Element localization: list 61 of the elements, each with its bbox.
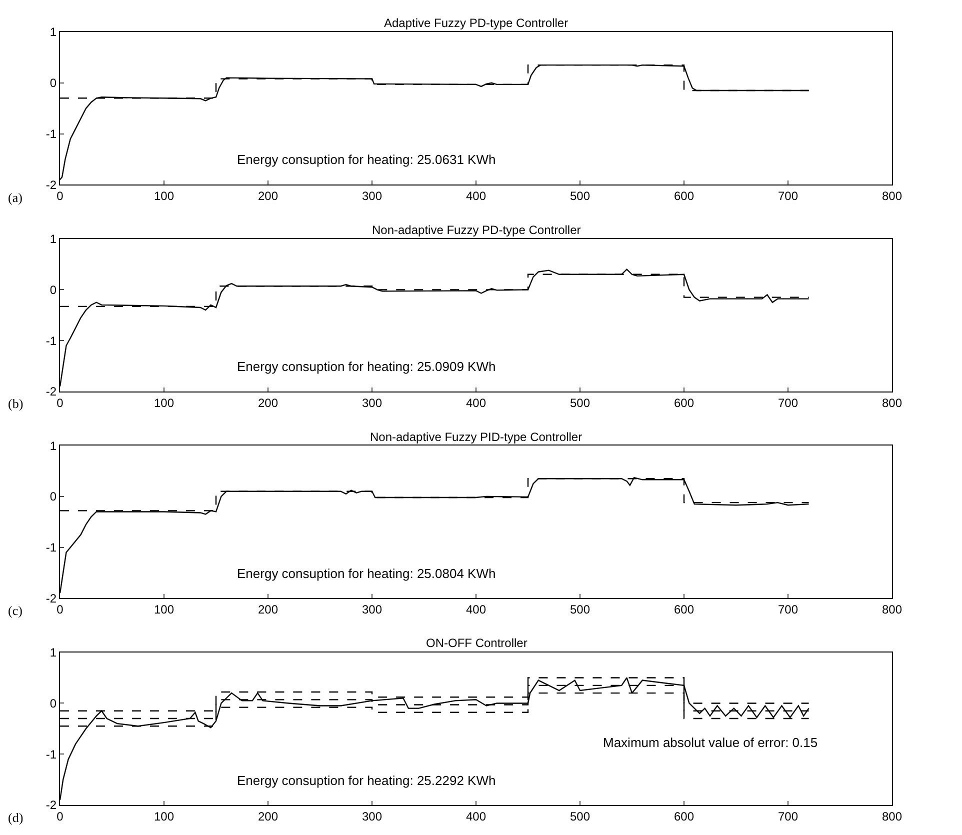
x-tick-label: 300 (362, 809, 382, 824)
x-tick-label: 700 (778, 189, 798, 204)
y-tick-label: -1 (46, 334, 57, 348)
y-tick-label: -2 (46, 798, 57, 812)
y-tick-label: -1 (46, 540, 57, 555)
annotation: Energy consuption for heating: 25.0631 KWh (237, 152, 496, 167)
x-tick-label: 700 (778, 396, 798, 410)
x-tick-label: 800 (882, 189, 902, 204)
y-tick-label: 1 (50, 25, 57, 40)
x-tick-label: 400 (466, 396, 486, 410)
x-tick-label: 700 (778, 602, 798, 617)
x-tick-label: 600 (674, 396, 694, 410)
y-tick-label: -1 (46, 126, 57, 141)
x-tick-label: 300 (362, 189, 382, 204)
text: (a) (8, 190, 22, 205)
y-tick-label: 1 (50, 646, 57, 660)
x-tick-label: 600 (674, 189, 694, 204)
y-tick-label: -2 (46, 591, 57, 606)
x-tick-label: 200 (258, 396, 278, 410)
chart-title: Non-adaptive Fuzzy PD-type Controller (372, 223, 581, 237)
x-tick-label: 100 (154, 189, 174, 204)
text: (c) (8, 603, 22, 618)
x-tick-label: 200 (258, 602, 278, 617)
x-tick-label: 600 (674, 809, 694, 824)
x-tick-label: 100 (154, 602, 174, 617)
x-tick-label: 500 (570, 809, 590, 824)
x-tick-label: 300 (362, 396, 382, 410)
x-tick-label: 600 (674, 602, 694, 617)
chart-title: ON-OFF Controller (426, 636, 528, 650)
text: (b) (8, 396, 24, 411)
annotation: Energy consuption for heating: 25.2292 KWh (237, 773, 496, 788)
x-tick-label: 400 (466, 809, 486, 824)
x-tick-label: 800 (882, 809, 902, 824)
annotation: Maximum absolut value of error: 0.15 (603, 735, 818, 750)
text: (d) (8, 810, 24, 825)
x-tick-label: 400 (466, 602, 486, 617)
x-tick-label: 400 (466, 189, 486, 204)
x-tick-label: 100 (154, 809, 174, 824)
chart-title: Adaptive Fuzzy PD-type Controller (384, 16, 568, 30)
x-tick-label: 100 (154, 396, 174, 410)
annotation: Energy consuption for heating: 25.0909 KWh (237, 359, 496, 374)
y-tick-label: -1 (46, 747, 57, 762)
y-tick-label: 0 (50, 490, 57, 504)
x-tick-label: 500 (570, 602, 590, 617)
chart-title: Non-adaptive Fuzzy PID-type Controller (370, 430, 582, 444)
x-tick-label: 800 (882, 396, 902, 410)
x-tick-label: 800 (882, 602, 902, 617)
y-tick-label: -2 (46, 384, 57, 399)
y-tick-label: 0 (50, 76, 57, 90)
y-tick-label: 1 (50, 438, 57, 453)
x-tick-label: 300 (362, 602, 382, 617)
y-tick-label: -2 (46, 178, 57, 192)
x-tick-label: 200 (258, 189, 278, 204)
x-tick-label: 700 (778, 809, 798, 824)
y-tick-label: 0 (50, 696, 57, 710)
x-tick-label: 500 (570, 396, 590, 410)
y-tick-label: 0 (50, 282, 57, 297)
x-tick-label: 500 (570, 189, 590, 204)
x-tick-label: 200 (258, 809, 278, 824)
y-tick-label: 1 (50, 232, 57, 246)
annotation: Energy consuption for heating: 25.0804 KWh (237, 566, 496, 581)
